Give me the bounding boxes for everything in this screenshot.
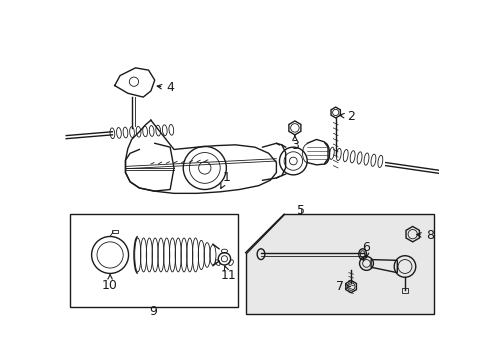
- Bar: [70, 214, 238, 306]
- Text: 11: 11: [220, 266, 236, 282]
- Text: 3: 3: [290, 136, 298, 152]
- Bar: [111, 230, 118, 233]
- Text: 1: 1: [220, 171, 230, 188]
- Text: 7: 7: [335, 280, 349, 293]
- Bar: [401, 288, 407, 293]
- Text: 5: 5: [296, 204, 305, 217]
- Text: 10: 10: [102, 274, 118, 292]
- Text: 2: 2: [339, 110, 354, 123]
- Text: 4: 4: [157, 81, 174, 94]
- Polygon shape: [245, 214, 433, 314]
- Text: 6: 6: [362, 241, 370, 257]
- Text: 9: 9: [149, 305, 157, 318]
- Text: 8: 8: [416, 229, 433, 242]
